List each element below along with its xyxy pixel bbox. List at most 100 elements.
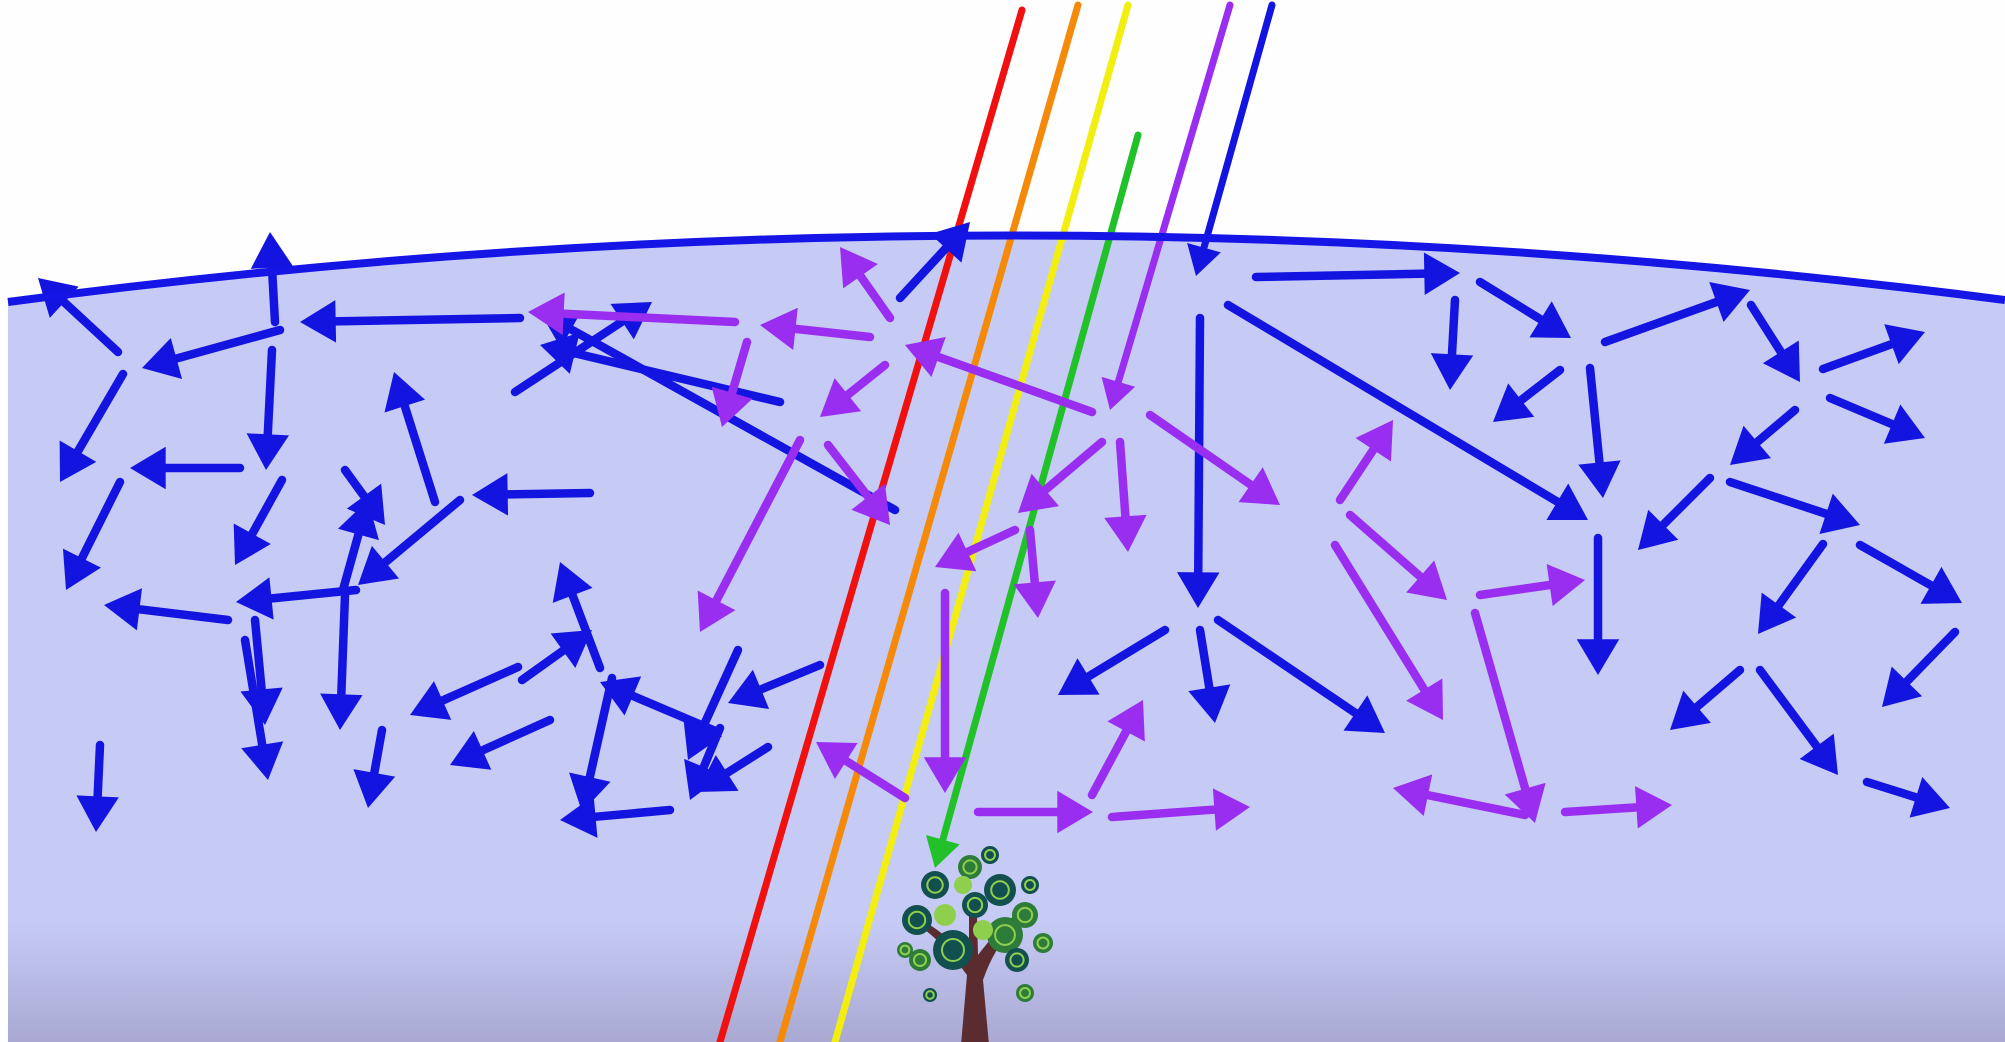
scattered-violet-arrow: [1330, 540, 1443, 720]
scattered-blue-arrow: [337, 500, 379, 595]
tree-leaf-icon: [921, 871, 949, 899]
tree-leaf-icon: [909, 949, 931, 971]
scattered-blue-arrow: [1223, 300, 1588, 520]
scattered-violet-arrow: [1145, 410, 1280, 505]
scattered-blue-arrow: [233, 475, 287, 565]
scattered-violet-arrow: [816, 742, 910, 803]
scattered-violet-arrow: [1335, 420, 1393, 505]
purple-ray: [1101, 1, 1234, 410]
tree-leaf-icon: [933, 930, 973, 970]
scattered-blue-arrow: [1755, 665, 1838, 775]
scattered-violet-arrow: [528, 292, 740, 335]
scattered-violet-arrow: [1470, 608, 1546, 823]
tree-leaf-icon: [984, 874, 1016, 906]
atmosphere-boundary: [7, 231, 2005, 306]
scattered-blue-arrow: [246, 345, 290, 470]
scattered-blue-arrow: [1188, 625, 1231, 723]
tree-leaf-icon: [902, 905, 932, 935]
blue-ray: [1187, 1, 1276, 276]
scattered-blue-arrow: [320, 590, 363, 730]
tree-leaf-icon: [1005, 948, 1029, 972]
scattered-blue-arrow: [1725, 477, 1860, 534]
red-ray: [716, 6, 1026, 1042]
scattered-blue-arrow: [130, 446, 245, 490]
scattered-violet-arrow: [1393, 774, 1530, 820]
scattered-blue-arrow: [59, 369, 128, 482]
scattered-blue-arrow: [1758, 539, 1828, 634]
scattered-blue-arrow: [1058, 625, 1170, 695]
sunlight-rays: [716, 1, 1276, 1042]
scattered-violet-arrow: [1107, 788, 1250, 831]
scattered-blue-arrow: [240, 635, 284, 780]
scattered-blue-arrow: [560, 795, 675, 838]
scattered-violet-arrow: [1013, 525, 1056, 618]
scattered-blue-arrow: [540, 332, 785, 407]
atmosphere-region: [8, 235, 2005, 1042]
scattered-blue-arrow: [1825, 393, 1925, 444]
scattered-blue-arrow: [1730, 405, 1800, 465]
tree-icon: [897, 846, 1053, 1042]
scattered-blue-arrow: [300, 300, 525, 343]
tree-leaf-icon: [1021, 876, 1039, 894]
scattered-blue-arrow: [358, 495, 465, 585]
scattered-violet-arrow: [823, 440, 890, 525]
tree-leaf-icon: [958, 855, 982, 879]
scattered-violet-arrow: [1018, 437, 1107, 513]
scattered-blue-arrow: [472, 473, 595, 516]
tree-leaf-icon: [897, 942, 913, 958]
tree-leaf-icon: [973, 920, 993, 940]
scattered-blue-arrow: [1576, 533, 1620, 675]
tree-leaf-icon: [954, 876, 972, 894]
scattered-blue-arrow: [353, 725, 396, 808]
tree-leaf-icon: [981, 846, 999, 864]
scattered-violet-arrow: [923, 588, 967, 793]
scattered-violet-arrow: [935, 525, 1020, 572]
scattered-blue-arrow: [1862, 777, 1950, 818]
scattered-blue-arrow: [1251, 252, 1460, 295]
scattered-blue-arrow: [1600, 282, 1750, 347]
scattered-violet-arrow: [1475, 564, 1585, 607]
scattered-blue-arrow: [450, 715, 555, 770]
scattered-violet-arrow: [973, 790, 1093, 834]
scattered-violet-arrow: [905, 337, 1097, 417]
scattered-blue-arrow: [1430, 295, 1474, 390]
yellow-ray: [831, 1, 1132, 1042]
scattered-violet-arrow: [820, 360, 890, 417]
scattered-blue-arrow: [104, 588, 233, 631]
scattered-blue-arrow: [384, 372, 440, 507]
scattered-blue-arrow: [1493, 365, 1565, 422]
scattered-blue-arrow: [1670, 665, 1745, 730]
scattered-blue-arrow: [1746, 300, 1800, 382]
scattered-violet-arrow: [1345, 510, 1447, 600]
scattered-violet-arrow: [697, 435, 805, 632]
orange-ray: [776, 1, 1082, 1042]
scattered-blue-arrow: [517, 630, 592, 685]
tree-leaf-icon: [1033, 933, 1053, 953]
scattered-blue-arrow: [410, 662, 523, 720]
scattered-blue-arrow: [728, 660, 825, 710]
scattered-blue-arrow: [1855, 540, 1962, 604]
tree-leaf-icon: [1012, 902, 1038, 928]
scattered-violet-arrow: [1087, 700, 1145, 800]
scattered-blue-arrow: [1638, 473, 1715, 550]
scattered-blue-arrow: [1882, 627, 1960, 707]
tree-leaf-icon: [934, 904, 956, 926]
scattered-violet-arrow: [760, 307, 875, 350]
scattered-violet-arrow: [1560, 786, 1672, 829]
scattered-blue-arrow: [62, 477, 125, 590]
scattered-blue-arrow: [142, 325, 285, 380]
scattered-violet-arrow: [1104, 437, 1147, 552]
scattered-blue-arrow: [76, 740, 119, 832]
scattered-blue-arrow: [683, 645, 743, 760]
scattered-blue-arrow: [1818, 324, 1925, 374]
tree-leaf-icon: [962, 892, 988, 918]
scattered-blue-arrow: [569, 673, 617, 812]
scattered-blue-arrow: [1475, 277, 1571, 338]
tree-leaf-icon: [1016, 984, 1034, 1002]
scattered-blue-arrow: [1578, 363, 1621, 498]
scattered-light-arrows: [38, 222, 1962, 838]
scattered-blue-arrow: [1213, 615, 1385, 733]
tree-leaf-icon: [987, 917, 1023, 953]
scattered-violet-arrow: [840, 247, 895, 323]
